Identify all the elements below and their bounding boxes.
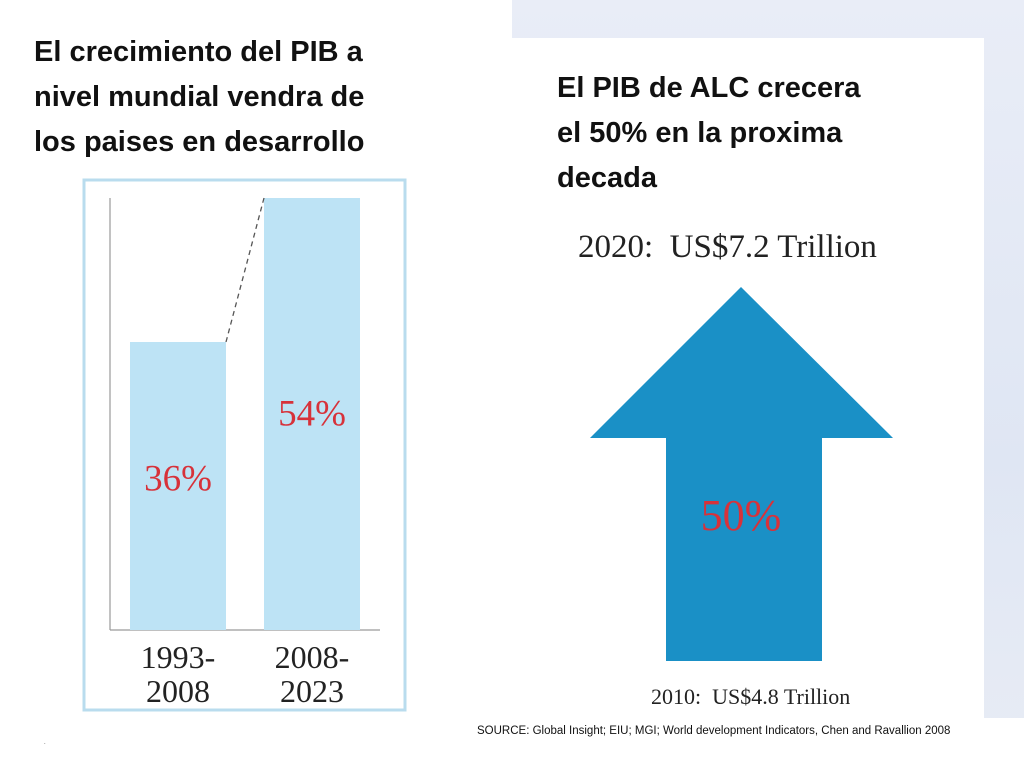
bar-chart-frame	[82, 178, 407, 712]
right-title-line: El PIB de ALC crecera	[557, 72, 861, 104]
source-note: SOURCE: Global Insight; EIU; MGI; World …	[477, 725, 951, 737]
x-tick-label-1-0: 2008-	[275, 639, 350, 675]
right-title-line: decada	[557, 162, 657, 194]
growth-arrow	[590, 287, 893, 661]
left-title-line: El crecimiento del PIB a	[34, 36, 363, 68]
growth-label: 50%	[701, 491, 782, 540]
right-title: El PIB de ALC crecera el 50% en la proxi…	[557, 66, 937, 201]
start-value-label: 2010: US$4.8 Trillion	[651, 684, 850, 709]
x-tick-label-1-1: 2023	[280, 673, 344, 709]
end-value-label: 2020: US$7.2 Trillion	[578, 229, 877, 265]
footer-dot: .	[44, 740, 46, 746]
bars-layer: 36% 1993-2008 54% 2008-2023	[130, 197, 360, 709]
x-tick-label-0-1: 2008	[146, 673, 210, 709]
left-title-line: los paises en desarrollo	[34, 126, 365, 158]
left-title-line: nivel mundial vendra de	[34, 81, 365, 113]
x-tick-label-0-0: 1993-	[141, 639, 216, 675]
growth-connector-line	[225, 197, 265, 343]
left-title: El crecimiento del PIB a nivel mundial v…	[34, 30, 454, 165]
right-title-line: el 50% en la proxima	[557, 117, 843, 149]
bar-data-label-0: 36%	[144, 458, 212, 499]
bar-1	[264, 198, 360, 630]
bar-data-label-1: 54%	[278, 394, 346, 435]
bottom-band	[0, 718, 1024, 768]
bar-0	[130, 342, 226, 630]
